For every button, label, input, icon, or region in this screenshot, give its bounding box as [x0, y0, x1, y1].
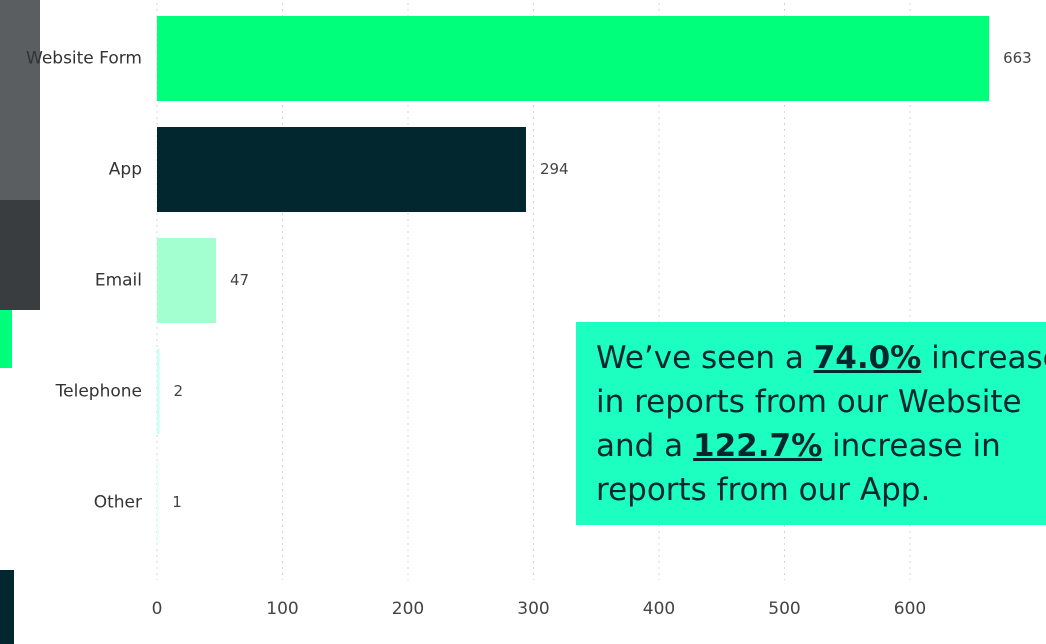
callout-text: in reports from our Website [596, 384, 1022, 420]
x-tick-label: 400 [643, 599, 675, 619]
category-label: Email [95, 271, 142, 291]
callout-text: increase in [822, 428, 1001, 464]
callout-line: We’ve seen a 74.0% increase [596, 336, 1046, 380]
callout-text: We’ve seen a [596, 340, 814, 376]
callout-line: reports from our App. [596, 468, 1046, 512]
value-label: 663 [1003, 49, 1032, 67]
background-photo [0, 200, 40, 310]
x-tick-label: 200 [392, 599, 424, 619]
bar [157, 349, 160, 434]
bar [157, 16, 989, 101]
category-label: Website Form [26, 49, 142, 69]
callout-highlight: 74.0% [814, 340, 922, 376]
bar [157, 238, 216, 323]
category-label: App [109, 160, 142, 180]
value-label: 2 [174, 382, 184, 400]
category-label: Telephone [55, 382, 142, 402]
value-label: 47 [230, 271, 249, 289]
bar [157, 127, 526, 212]
background-band [0, 570, 14, 644]
x-tick-label: 0 [152, 599, 163, 619]
value-label: 294 [540, 160, 569, 178]
callout-line: in reports from our Website [596, 380, 1046, 424]
value-label: 1 [172, 493, 182, 511]
page: 0 100 200 300 400 500 600 Website Form 663 App 294… [0, 0, 1046, 644]
callout-text: reports from our App. [596, 472, 930, 508]
callout-text: increase [921, 340, 1046, 376]
background-band [0, 310, 12, 368]
x-tick-label: 100 [266, 599, 298, 619]
callout: We’ve seen a 74.0% increase in reports fr… [576, 322, 1046, 525]
x-tick-label: 600 [894, 599, 926, 619]
category-label: Other [94, 493, 142, 513]
callout-line: and a 122.7% increase in [596, 424, 1046, 468]
bar [157, 460, 158, 545]
callout-highlight: 122.7% [693, 428, 822, 464]
x-tick-label: 500 [768, 599, 800, 619]
callout-text: and a [596, 428, 693, 464]
x-tick-label: 300 [517, 599, 549, 619]
background-photo [0, 0, 40, 200]
